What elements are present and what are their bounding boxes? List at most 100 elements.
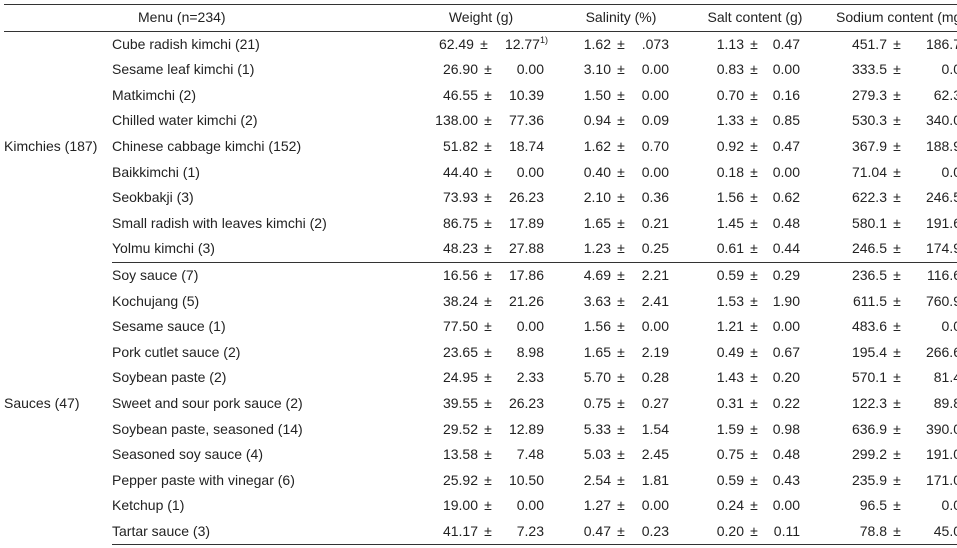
plus-minus-sign: ± — [893, 86, 901, 103]
plus-minus-sign: ± — [893, 497, 901, 514]
weight-cell: 51.82 ±18.74 — [406, 134, 556, 160]
salinity-cell: 1.65 ±2.19 — [556, 340, 686, 366]
weight-cell: 39.55 ±26.23 — [406, 391, 556, 417]
group-label: Sauces (47) — [4, 394, 80, 411]
weight-mean: 23.65 — [442, 343, 478, 360]
menu-cell: Soy sauce (7) — [112, 266, 199, 283]
plus-minus-sign: ± — [617, 369, 625, 386]
salinity-sd: 0.09 — [641, 112, 669, 129]
sodium-content-sd: 174.9 — [925, 240, 957, 257]
salinity-cell: 2.10 ±0.36 — [556, 185, 686, 211]
table-row: Matkimchi (2) 46.55 ±10.39 1.50 ±0.00 0.70 ±0.… — [4, 83, 957, 109]
header-menu: Menu (n=234) — [112, 4, 406, 32]
menu-cell: Pork cutlet sauce (2) — [112, 343, 241, 360]
plus-minus-sign: ± — [893, 189, 901, 206]
table-row: Seokbakji (3) 73.93 ±26.23 2.10 ±0.36 1.56 ±0.… — [4, 185, 957, 211]
sodium-content-mean: 195.4 — [851, 343, 887, 360]
plus-minus-sign: ± — [750, 292, 758, 309]
sodium-content-sd: 0.0 — [941, 61, 957, 78]
plus-minus-sign: ± — [617, 86, 625, 103]
weight-mean: 48.23 — [442, 240, 478, 257]
salinity-cell: 5.33 ±1.54 — [556, 417, 686, 443]
salinity-mean: 0.94 — [583, 112, 611, 129]
plus-minus-sign: ± — [484, 240, 492, 257]
sodium-content-mean: 580.1 — [851, 214, 887, 231]
sodium-content-sd: 62.3 — [933, 86, 957, 103]
weight-sd: 0.00 — [516, 497, 544, 514]
salinity-value: 3.63 ±2.41 — [573, 289, 669, 315]
sodium-content-sd: 89.8 — [933, 394, 957, 411]
sodium-content-cell: 236.5 ±116.6 — [824, 262, 957, 288]
plus-minus-sign: ± — [750, 240, 758, 257]
plus-minus-sign: ± — [617, 420, 625, 437]
salt-content-value: 1.13 ±0.47 — [710, 32, 800, 58]
sodium-content-sd: 0.0 — [941, 318, 957, 335]
table-row: Sesame sauce (1) 77.50 ±0.00 1.56 ±0.00 1.21 ±… — [4, 314, 957, 340]
plus-minus-sign: ± — [750, 266, 758, 283]
weight-value: 62.49 ±12.771) — [414, 32, 548, 58]
salt-content-value: 0.75 ±0.48 — [710, 442, 800, 468]
weight-sd: 26.23 — [508, 189, 544, 206]
weight-cell: 44.40 ±0.00 — [406, 160, 556, 186]
weight-cell: 26.90 ±0.00 — [406, 57, 556, 83]
table-row: Ketchup (1) 19.00 ±0.00 1.27 ±0.00 0.24 ±0.00 9… — [4, 493, 957, 519]
salt-content-value: 1.45 ±0.48 — [710, 211, 800, 237]
table-row: Tartar sauce (3) 41.17 ±7.23 0.47 ±0.23 0.20 ±… — [4, 518, 957, 546]
salt-content-cell: 1.53 ±1.90 — [686, 289, 824, 315]
weight-value: 29.52 ±12.89 — [418, 417, 544, 443]
salinity-mean: 5.33 — [583, 420, 611, 437]
sodium-content-cell: 483.6 ±0.0 — [824, 314, 957, 340]
salt-content-value: 1.43 ±0.20 — [710, 365, 800, 391]
salinity-mean: 2.10 — [583, 189, 611, 206]
weight-value: 19.00 ±0.00 — [418, 493, 544, 519]
salt-content-cell: 0.18 ±0.00 — [686, 160, 824, 186]
weight-value: 23.65 ±8.98 — [418, 340, 544, 366]
sodium-content-mean: 333.5 — [851, 61, 887, 78]
plus-minus-sign: ± — [893, 240, 901, 257]
salt-content-cell: 0.20 ±0.11 — [686, 518, 824, 546]
sodium-content-cell: 71.04 ±0.0 — [824, 160, 957, 186]
salt-content-sd: 1.90 — [772, 292, 800, 309]
weight-value: 39.55 ±26.23 — [418, 391, 544, 417]
sodium-content-value: 235.9 ±171.0 — [841, 468, 957, 494]
salinity-mean: 1.23 — [583, 240, 611, 257]
sodium-content-cell: 611.5 ±760.9 — [824, 289, 957, 315]
plus-minus-sign: ± — [893, 35, 901, 52]
salt-content-mean: 1.59 — [716, 420, 744, 437]
plus-minus-sign: ± — [484, 292, 492, 309]
plus-minus-sign: ± — [484, 266, 492, 283]
plus-minus-sign: ± — [617, 343, 625, 360]
sodium-content-mean: 636.9 — [851, 420, 887, 437]
salinity-value: 0.94 ±0.09 — [573, 108, 669, 134]
salt-content-value: 1.21 ±0.00 — [710, 314, 800, 340]
salinity-value: 1.27 ±0.00 — [573, 493, 669, 519]
weight-mean: 86.75 — [442, 214, 478, 231]
plus-minus-sign: ± — [750, 369, 758, 386]
weight-sd: 8.98 — [516, 343, 544, 360]
sodium-content-sd: 390.0 — [925, 420, 957, 437]
weight-sd: 27.88 — [508, 240, 544, 257]
plus-minus-sign: ± — [484, 394, 492, 411]
salt-content-mean: 1.43 — [716, 369, 744, 386]
menu-cell: Small radish with leaves kimchi (2) — [112, 214, 327, 231]
salinity-sd: 0.00 — [641, 497, 669, 514]
salinity-mean: 1.65 — [583, 343, 611, 360]
plus-minus-sign: ± — [484, 189, 492, 206]
sodium-content-value: 636.9 ±390.0 — [841, 417, 957, 443]
plus-minus-sign: ± — [617, 318, 625, 335]
weight-mean: 16.56 — [442, 266, 478, 283]
plus-minus-sign: ± — [750, 394, 758, 411]
sodium-content-cell: 580.1 ±191.6 — [824, 211, 957, 237]
weight-sd: 7.23 — [516, 522, 544, 539]
weight-cell: 46.55 ±10.39 — [406, 83, 556, 109]
table-row: Sauces (47) Soy sauce (7) 16.56 ±17.86 4.69 ±… — [4, 262, 957, 411]
salt-content-sd: 0.85 — [772, 112, 800, 129]
plus-minus-sign: ± — [617, 522, 625, 539]
salt-content-sd: 0.22 — [772, 394, 800, 411]
sodium-content-mean: 483.6 — [851, 318, 887, 335]
menu-cell: Sesame leaf kimchi (1) — [112, 61, 255, 78]
plus-minus-sign: ± — [484, 137, 492, 154]
salinity-sd: 2.21 — [641, 266, 669, 283]
plus-minus-sign: ± — [484, 420, 492, 437]
menu-cell: Kochujang (5) — [112, 292, 200, 309]
